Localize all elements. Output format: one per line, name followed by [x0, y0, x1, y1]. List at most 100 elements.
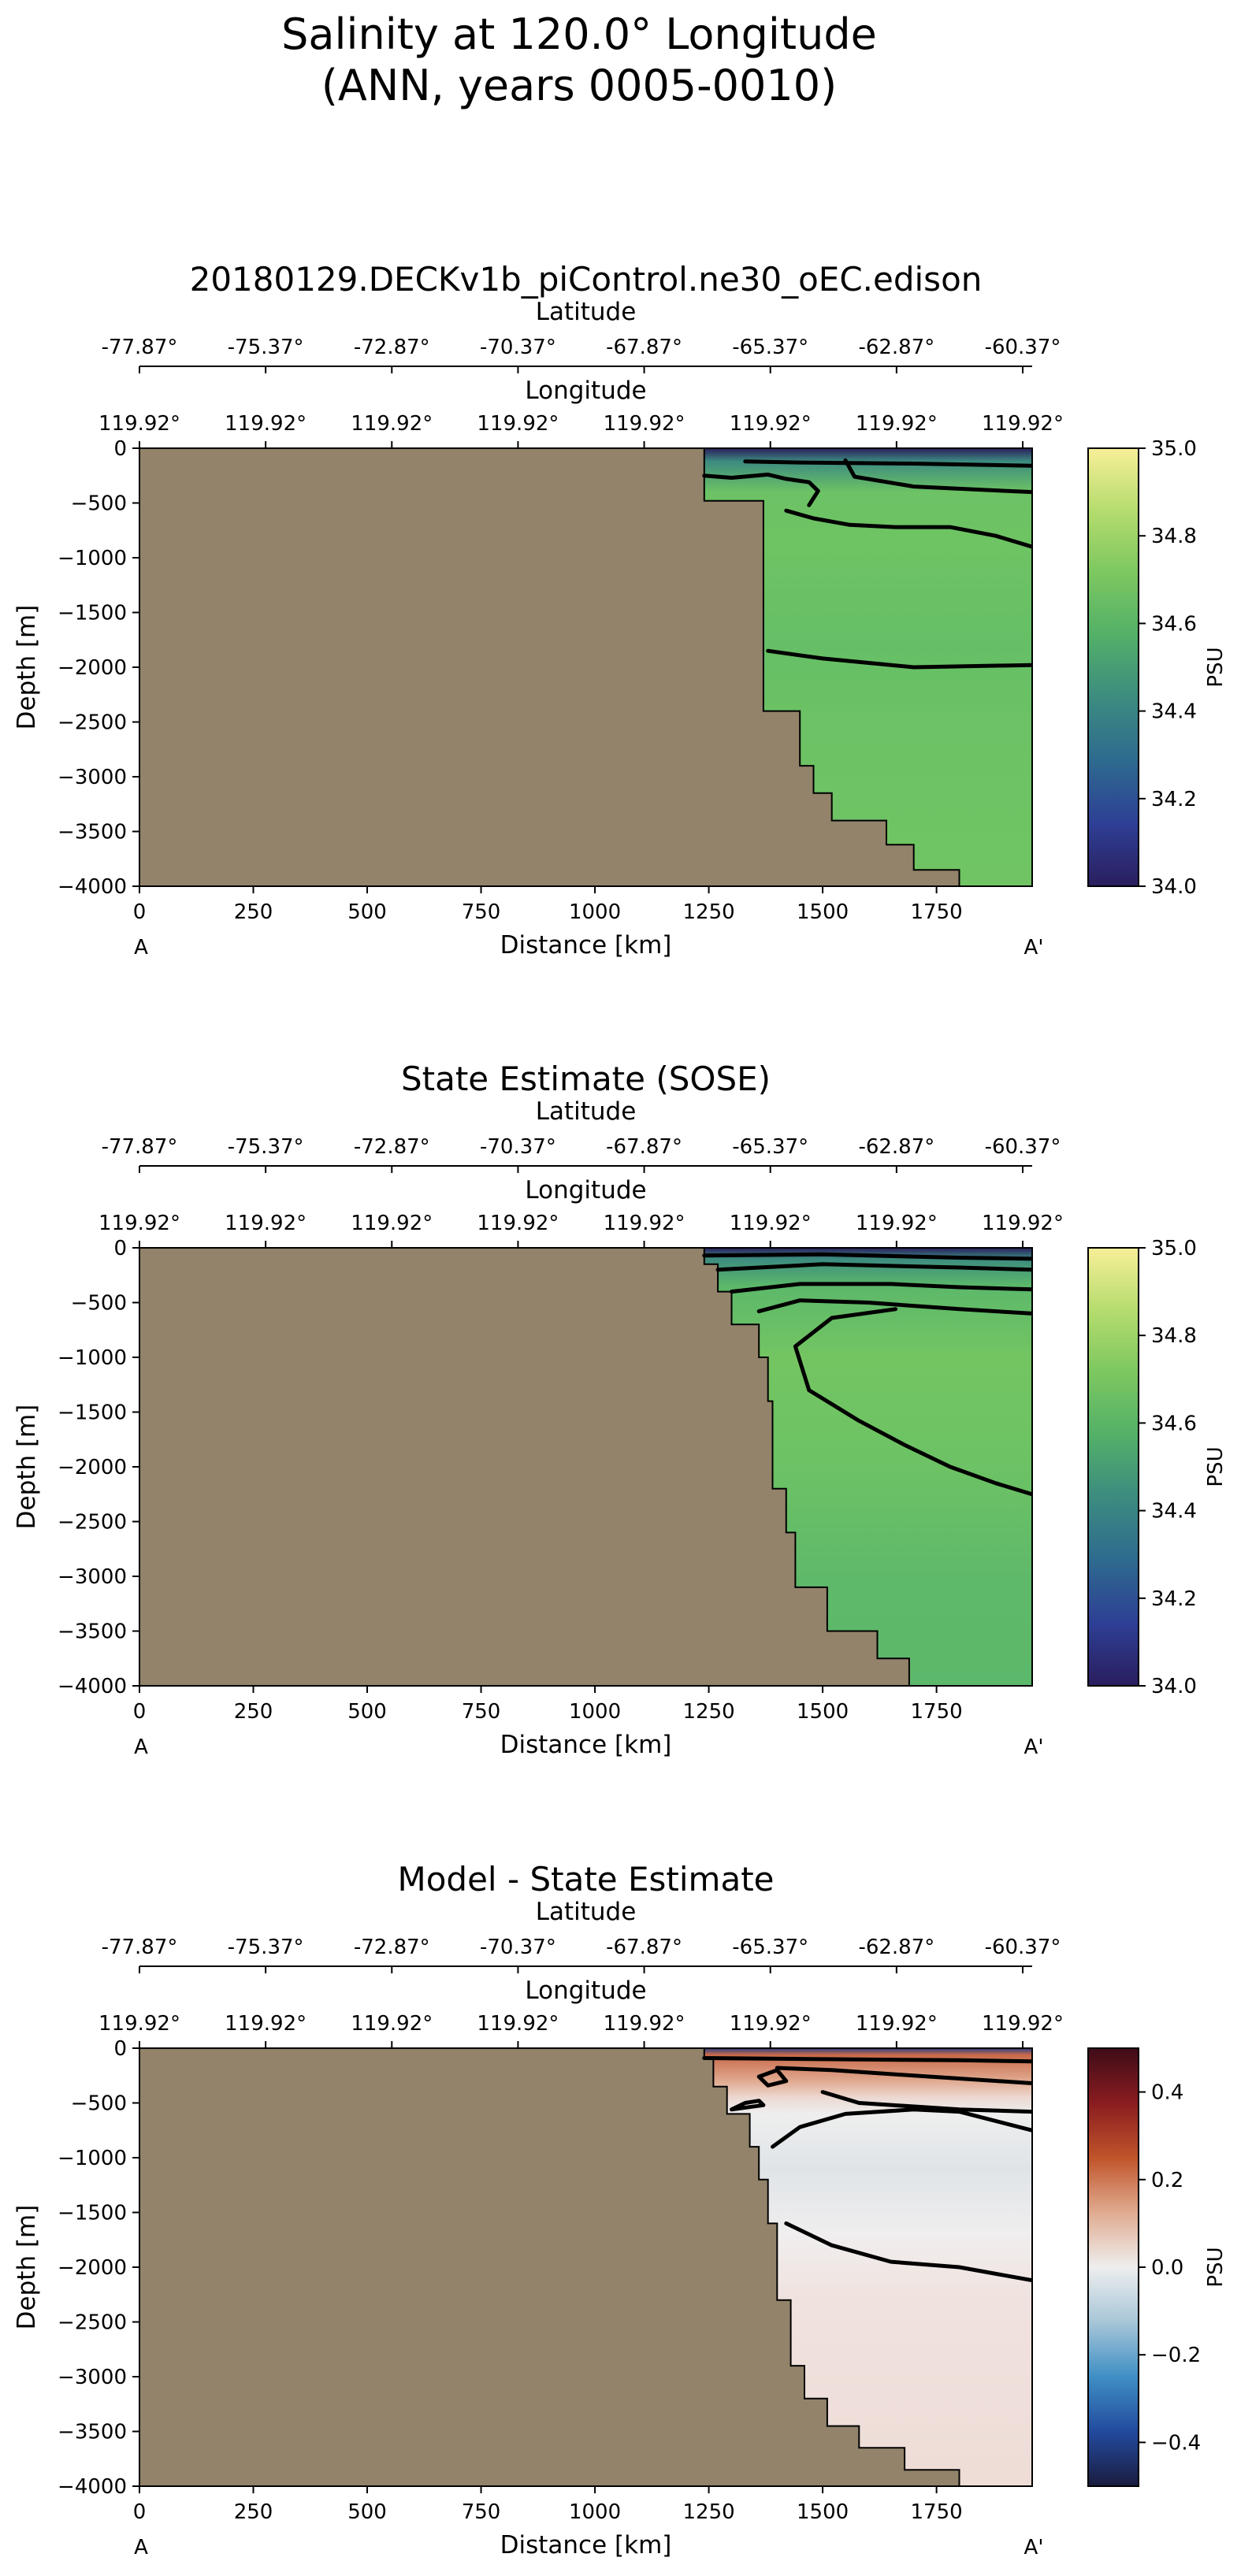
- x-tick-label: 1250: [682, 2500, 734, 2524]
- y-tick-label: −2000: [58, 1456, 127, 1479]
- contour-line: [793, 1307, 1032, 1497]
- x-tick-label: 1250: [682, 1700, 734, 1724]
- longitude-tick-label: 119.92°: [351, 2012, 433, 2036]
- x-tick-label: 500: [347, 2500, 387, 2524]
- y-tick-label: −2000: [58, 656, 127, 680]
- longitude-tick-label: 119.92°: [982, 1212, 1064, 1235]
- panel-title: State Estimate (SOSE): [401, 1060, 771, 1098]
- longitude-tick-label: 119.92°: [477, 412, 559, 436]
- contour-line: [702, 2056, 1032, 2064]
- contour-line: [771, 2107, 1032, 2149]
- y-axis-label: Depth [m]: [13, 2205, 41, 2330]
- contour-line: [756, 1298, 1032, 1316]
- panel-2: State Estimate (SOSE)Latitude Longitude -7…: [13, 1060, 1228, 1759]
- contour-line: [756, 2068, 789, 2088]
- contour-line: [702, 472, 820, 507]
- longitude-tick-label: 119.92°: [604, 412, 685, 436]
- y-tick-label: −3500: [58, 821, 127, 844]
- plot-area: [139, 1248, 1032, 1686]
- panel-title: 20180129.DECKv1b_piControl.ne30_oEC.edis…: [190, 260, 983, 299]
- x-tick-label: 1000: [569, 900, 621, 924]
- longitude-tick-label: 119.92°: [982, 2012, 1064, 2036]
- colorbar-tick-label: 34.4: [1151, 1500, 1197, 1524]
- x-tick-label: 750: [462, 1700, 501, 1724]
- colorbar-tick-label: 34.6: [1151, 1412, 1197, 1435]
- longitude-tick-label: 119.92°: [98, 412, 180, 436]
- section-end-label: A': [1024, 1735, 1044, 1759]
- colorbar-tick-label: 34.0: [1151, 875, 1197, 899]
- plot-area: [139, 2048, 1032, 2486]
- colorbar-tick-label: 35.0: [1151, 437, 1197, 461]
- latitude-tick-label: -60.37°: [985, 336, 1061, 359]
- land-mask: [139, 2048, 960, 2486]
- colorbar-label: PSU: [1204, 647, 1228, 687]
- section-end-label: A': [1024, 936, 1044, 960]
- longitude-tick-label: 119.92°: [604, 1212, 685, 1235]
- latitude-axis-label: Latitude: [536, 1097, 637, 1126]
- y-tick-label: −1000: [58, 2147, 127, 2170]
- longitude-tick-label: 119.92°: [856, 2012, 938, 2036]
- panel-title: Model - State Estimate: [398, 1860, 775, 1899]
- y-tick-label: −4000: [58, 875, 127, 899]
- bathymetry-outline: [703, 2048, 960, 2486]
- contour-line: [715, 1262, 1032, 1272]
- latitude-tick-label: -77.87°: [102, 336, 178, 359]
- plot-area: [139, 448, 1032, 886]
- latitude-tick-label: -72.87°: [354, 1135, 430, 1159]
- y-axis-label: Depth [m]: [13, 1405, 41, 1530]
- y-tick-label: −2500: [58, 1511, 127, 1535]
- x-axis-label: Distance [km]: [500, 1731, 672, 1759]
- latitude-tick-label: -62.87°: [858, 1135, 934, 1159]
- longitude-axis-label: Longitude: [525, 377, 646, 405]
- colorbar-tick-label: 34.2: [1151, 1587, 1197, 1611]
- x-tick-label: 500: [347, 1700, 387, 1724]
- section-start-label: A: [134, 1735, 148, 1759]
- longitude-tick-label: 119.92°: [98, 2012, 180, 2036]
- longitude-tick-label: 119.92°: [604, 2012, 685, 2036]
- panels: 20180129.DECKv1b_piControl.ne30_oEC.edis…: [13, 260, 1228, 2559]
- figure-title-line2: (ANN, years 0005-0010): [321, 61, 837, 110]
- colorbar-label: PSU: [1204, 2247, 1228, 2287]
- latitude-tick-label: -60.37°: [985, 1135, 1061, 1159]
- latitude-tick-label: -75.37°: [228, 1936, 304, 1959]
- longitude-tick-label: 119.92°: [730, 1212, 812, 1235]
- contour-line: [784, 2221, 1032, 2283]
- longitude-tick-label: 119.92°: [225, 412, 306, 436]
- y-tick-label: −1000: [58, 1346, 127, 1370]
- colorbar: [1087, 2047, 1139, 2487]
- x-tick-label: 0: [133, 2500, 147, 2524]
- colorbar-tick-label: 34.2: [1151, 788, 1197, 811]
- y-tick-label: −3500: [58, 1620, 127, 1644]
- y-tick-label: −2500: [58, 2311, 127, 2335]
- y-tick-label: −2500: [58, 711, 127, 735]
- longitude-tick-label: 119.92°: [225, 2012, 306, 2036]
- colorbar-tick-label: 0.0: [1151, 2256, 1183, 2280]
- colorbar-label: PSU: [1204, 1446, 1228, 1487]
- x-axis-label: Distance [km]: [500, 931, 672, 960]
- bathymetry-outline: [703, 448, 960, 886]
- contour-line: [820, 2090, 1032, 2114]
- latitude-tick-label: -70.37°: [480, 1936, 556, 1959]
- latitude-tick-label: -77.87°: [102, 1135, 178, 1159]
- latitude-tick-label: -75.37°: [228, 1135, 304, 1159]
- contour-line: [766, 648, 1032, 670]
- x-tick-label: 0: [133, 900, 147, 924]
- y-tick-label: −2000: [58, 2256, 127, 2280]
- latitude-tick-label: -67.87°: [606, 1135, 682, 1159]
- x-tick-label: 1000: [569, 1700, 621, 1724]
- x-axis-label: Distance [km]: [500, 2531, 672, 2559]
- x-tick-label: 500: [347, 900, 387, 924]
- contour-line: [702, 1252, 1032, 1261]
- y-tick-label: 0: [113, 437, 127, 461]
- colorbar-tick-label: −0.2: [1151, 2344, 1201, 2367]
- x-tick-label: 250: [234, 2500, 273, 2524]
- longitude-axis-label: Longitude: [525, 1176, 646, 1204]
- panel-1: 20180129.DECKv1b_piControl.ne30_oEC.edis…: [13, 260, 1228, 960]
- section-end-label: A': [1024, 2536, 1044, 2559]
- colorbar: [1087, 447, 1139, 887]
- latitude-tick-label: -72.87°: [354, 1936, 430, 1959]
- x-tick-label: 1000: [569, 2500, 621, 2524]
- contour-line: [743, 459, 1032, 468]
- land-mask: [139, 448, 960, 886]
- latitude-tick-label: -70.37°: [480, 336, 556, 359]
